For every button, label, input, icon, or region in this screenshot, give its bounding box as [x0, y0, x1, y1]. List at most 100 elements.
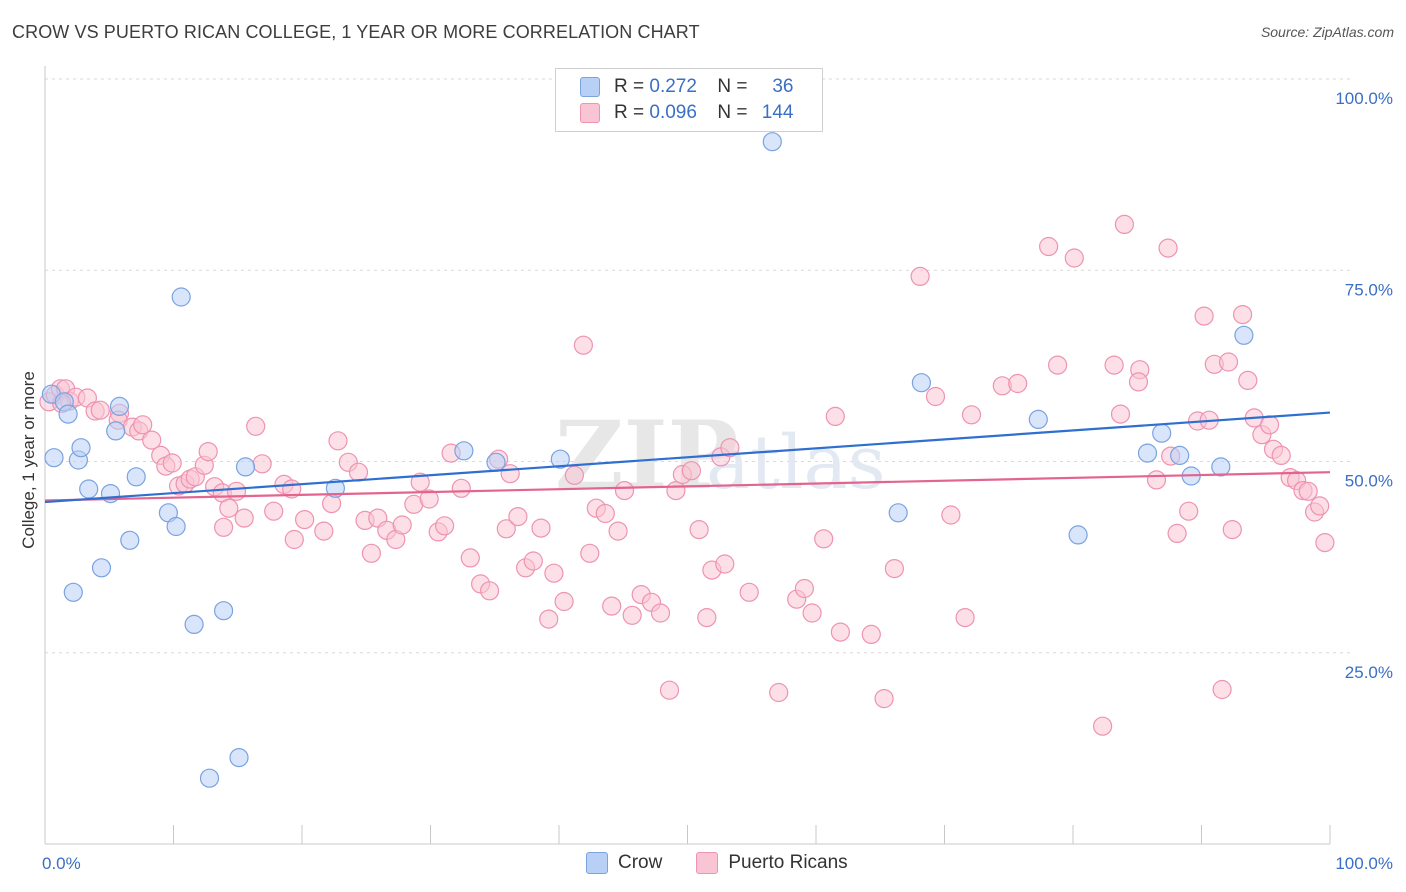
puerto-ricans-point: [361, 543, 381, 563]
crow-point: [120, 530, 140, 550]
puerto-ricans-point: [1114, 214, 1135, 234]
crow-point: [229, 747, 249, 768]
puerto-ricans-point: [1179, 501, 1199, 521]
legend-n-label: N =: [717, 102, 748, 123]
puerto-ricans-point: [910, 266, 930, 286]
crow-point: [109, 396, 130, 416]
puerto-ricans-point: [1194, 306, 1214, 326]
y-axis-title: College, 1 year or more: [19, 371, 38, 549]
puerto-ricans-point: [580, 543, 600, 563]
crow-point: [58, 404, 78, 424]
crow-point: [91, 558, 112, 578]
puerto-ricans-point: [1218, 352, 1239, 372]
puerto-ricans-point: [246, 416, 266, 436]
puerto-ricans-point: [295, 509, 315, 530]
puerto-ricans-point: [622, 605, 642, 625]
bottom-legend: Crow Puerto Ricans: [586, 852, 882, 874]
puerto-ricans-point: [769, 682, 789, 703]
y-tick-label: 75.0%: [1345, 280, 1393, 299]
puerto-ricans-point: [1158, 238, 1178, 258]
y-tick-label: 100.0%: [1335, 89, 1393, 108]
crow-point: [1234, 325, 1254, 345]
puerto-ricans-point: [460, 548, 480, 568]
puerto-ricans-point: [314, 521, 334, 541]
puerto-ricans-point: [419, 489, 439, 509]
puerto-ricans-point: [1104, 355, 1124, 375]
puerto-ricans-point: [1259, 415, 1280, 435]
puerto-ricans-point: [219, 498, 239, 518]
legend-r-label: R =: [614, 76, 645, 97]
crow-point: [1068, 525, 1088, 545]
puerto-ricans-point: [508, 506, 528, 527]
puerto-ricans-point: [496, 519, 516, 539]
crow-point: [550, 449, 570, 469]
puerto-ricans-trend-line: [44, 471, 1331, 502]
puerto-ricans-point: [614, 481, 635, 501]
puerto-ricans-point: [961, 405, 982, 425]
crow-point: [126, 467, 146, 487]
puerto-ricans-point: [941, 505, 961, 525]
crow-point: [235, 457, 256, 477]
legend-row-puerto-ricans: R = 0.096 N = 144: [580, 101, 794, 125]
puerto-ricans-point: [955, 607, 975, 628]
puerto-ricans-point: [830, 622, 851, 642]
series-crow: [41, 132, 1254, 788]
axis-labels: 25.0% 50.0% 75.0% 100.0% 0.0% 100.0% College, …: [19, 89, 1393, 873]
crow-point: [762, 132, 782, 152]
legend-r-value: 0.096: [649, 102, 697, 123]
puerto-ricans-swatch: [696, 852, 719, 874]
puerto-ricans-point: [252, 454, 272, 474]
crow-swatch: [580, 77, 600, 97]
puerto-ricans-point: [1008, 373, 1028, 394]
puerto-ricans-point: [689, 519, 709, 540]
puerto-ricans-point: [1271, 445, 1291, 465]
crow-point: [63, 582, 83, 602]
crow-point: [1170, 445, 1190, 465]
puerto-ricans-point: [198, 442, 218, 462]
crow-point: [199, 768, 220, 788]
puerto-ricans-point: [1092, 716, 1113, 736]
puerto-ricans-point: [602, 596, 622, 616]
chart-title: CROW VS PUERTO RICAN COLLEGE, 1 YEAR OR …: [12, 22, 700, 42]
puerto-ricans-point: [539, 609, 559, 629]
puerto-ricans-point: [1038, 236, 1059, 257]
legend-r-value: 0.272: [649, 76, 697, 97]
crow-point: [184, 614, 204, 635]
puerto-ricans-swatch: [580, 103, 600, 123]
crow-point: [171, 287, 191, 307]
puerto-ricans-point: [874, 688, 894, 709]
puerto-ricans-point: [925, 386, 946, 407]
puerto-ricans-point: [1064, 248, 1084, 268]
crow-point: [454, 441, 474, 461]
puerto-ricans-point: [234, 508, 254, 528]
legend-row-crow: R = 0.272 N = 36: [580, 75, 794, 99]
puerto-ricans-point: [697, 607, 717, 628]
puerto-ricans-point: [523, 551, 543, 571]
puerto-ricans-point: [825, 406, 845, 426]
crow-point: [325, 478, 345, 498]
puerto-ricans-point: [1047, 355, 1068, 375]
crow-point: [44, 448, 64, 468]
puerto-ricans-point: [715, 554, 735, 574]
crow-point: [486, 452, 506, 472]
crow-point: [106, 421, 126, 441]
puerto-ricans-point: [264, 501, 284, 521]
puerto-ricans-point: [544, 563, 564, 583]
y-tick-label: 25.0%: [1345, 663, 1393, 682]
puerto-ricans-point: [573, 335, 594, 355]
puerto-ricans-point: [666, 481, 686, 501]
puerto-ricans-point: [328, 431, 348, 451]
watermark-atlas: atlas: [706, 420, 886, 506]
puerto-ricans-point: [608, 521, 628, 541]
crow-point: [1137, 443, 1158, 463]
bottom-legend-puerto-ricans: Puerto Ricans: [696, 852, 848, 874]
legend-r-label: R =: [614, 102, 645, 123]
puerto-ricans-point: [451, 478, 471, 498]
puerto-ricans-point: [1212, 679, 1232, 700]
puerto-ricans-point: [1315, 532, 1335, 553]
puerto-ricans-point: [595, 503, 615, 524]
puerto-ricans-point: [435, 516, 455, 536]
puerto-ricans-point: [531, 518, 551, 538]
puerto-ricans-point: [681, 461, 702, 481]
